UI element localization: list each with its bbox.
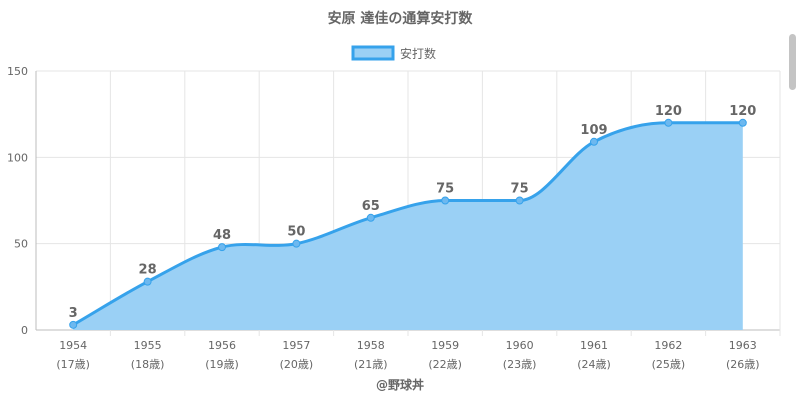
data-point [292,239,301,248]
y-axis: 0 50 100 150 [7,65,28,337]
data-label: 75 [436,182,454,197]
x-tick-sublabel: (20歳) [280,358,314,371]
data-point [218,243,226,252]
x-tick-sublabel: (26歳) [726,358,760,371]
x-tick-label: 1962 [654,339,682,352]
data-point [664,118,673,127]
data-point [515,196,524,205]
data-label: 109 [580,123,607,138]
chart-title: 安原 達佳の通算安打数 [328,10,474,27]
data-label: 120 [655,104,682,119]
credit-label: @野球丼 [376,377,424,392]
y-tick-label: 0 [21,324,28,337]
scrollbar-thumb[interactable] [789,34,796,90]
legend-swatch [351,45,395,61]
x-tick-label: 1958 [357,339,385,352]
x-tick-label: 1959 [431,339,459,352]
x-tick-sublabel: (21歳) [354,358,388,371]
series-line [72,121,743,327]
x-tick-label: 1956 [208,339,236,352]
data-label: 50 [287,225,305,240]
data-label: 48 [213,228,231,243]
x-tick-label: 1963 [729,339,757,352]
x-tick-sublabel: (18歳) [131,358,165,371]
x-tick-label: 1957 [282,339,310,352]
y-tick-label: 50 [14,238,28,251]
data-point [143,277,152,286]
x-tick-sublabel: (22歳) [428,358,462,371]
y-tick-label: 100 [7,151,28,164]
x-tick-label: 1955 [134,339,162,352]
x-tick-label: 1961 [580,339,608,352]
data-label: 65 [362,199,380,214]
data-label: 75 [511,182,529,197]
legend-label: 安打数 [400,46,436,61]
x-tick-sublabel: (17歳) [56,358,90,371]
data-point [69,320,78,329]
x-tick-sublabel: (24歳) [577,358,611,371]
data-point [590,137,598,146]
data-label: 3 [69,306,78,321]
data-points [69,118,747,329]
data-point [366,213,375,222]
x-tick-label: 1960 [506,339,534,352]
legend[interactable]: 安打数 [351,45,436,61]
data-point [441,196,450,205]
x-tick-sublabel: (23歳) [503,358,537,371]
data-labels: 3 28 48 50 65 75 75 109 120 120 [69,104,757,321]
series-area [73,122,743,330]
data-point [738,118,747,127]
y-tick-label: 150 [7,65,28,78]
x-axis: 1954 (17歳) 1955 (18歳) 1956 (19歳) 1957 (20歳) 1958… [56,339,759,371]
x-tick-label: 1954 [59,339,87,352]
data-label: 120 [729,104,756,119]
x-tick-sublabel: (25歳) [652,358,686,371]
x-tick-sublabel: (19歳) [205,358,239,371]
data-label: 28 [139,263,157,278]
